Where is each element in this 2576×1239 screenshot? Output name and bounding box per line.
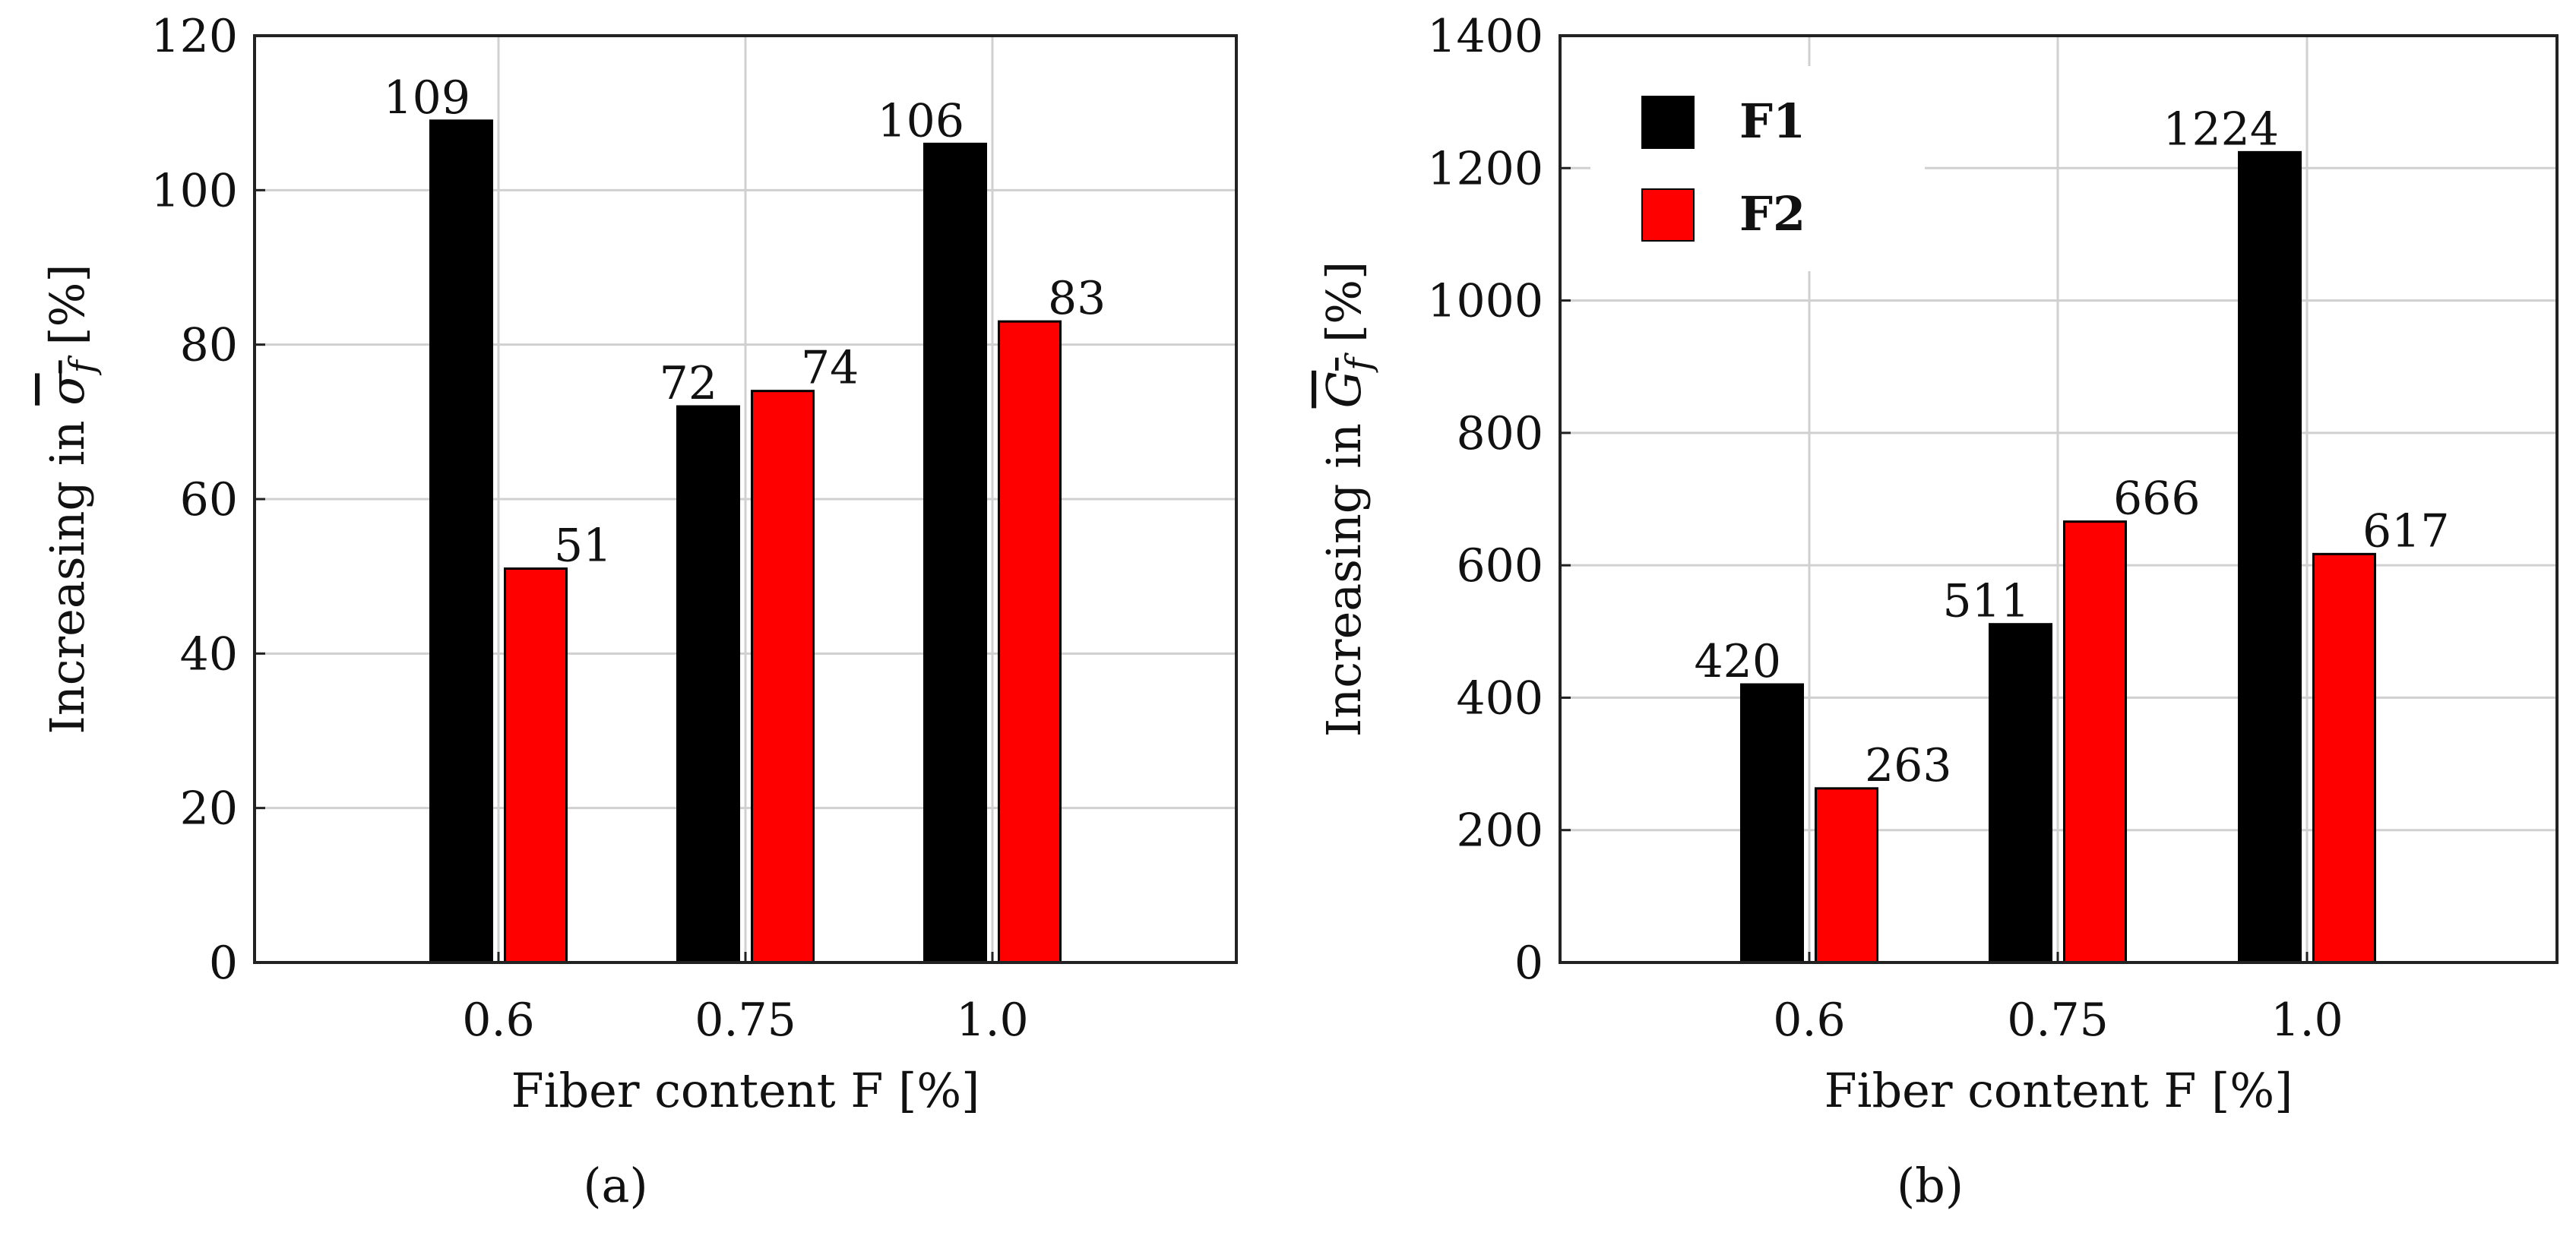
panel-a-y-tick-label: 0	[209, 937, 238, 990]
panel-a-bar-f1	[429, 119, 493, 964]
panel-a-data-label-f1: 72	[660, 357, 717, 410]
panel-b-bar-f1	[1989, 623, 2052, 964]
panel-b-data-label-f1: 420	[1694, 635, 1781, 688]
panel-b-legend-swatch-f2	[1641, 188, 1695, 242]
panel-b-y-tick-label: 0	[1514, 937, 1543, 990]
panel-b-data-label-f2: 666	[2113, 473, 2201, 526]
panel-b-bar-f2	[2312, 552, 2376, 964]
panel-b-y-tick-label: 400	[1456, 672, 1543, 725]
panel-a-y-tick-label: 100	[150, 164, 238, 217]
panel-b-y-tick-label: 800	[1456, 407, 1543, 460]
panel-b-x-tick-label: 0.6	[1773, 994, 1845, 1047]
panel-b-y-tick-label: 600	[1456, 539, 1543, 593]
panel-b-y-tick-label: 1400	[1427, 10, 1543, 63]
panel-b-data-label-f2: 263	[1865, 739, 1952, 792]
panel-a-y-tick-label: 60	[180, 473, 238, 526]
panel-a-y-tick-label: 20	[180, 782, 238, 836]
panel-b-x-tick-label: 0.75	[2007, 994, 2109, 1047]
panel-b-chart: 420 511 1224 263 666 617 0 200 400 600 800 1000 1200…	[1316, 10, 2559, 1213]
panel-b-bar-f2	[2063, 520, 2127, 964]
panel-a-y-tick-label: 40	[180, 627, 238, 681]
panel-b-panel-label: (b)	[1897, 1158, 1964, 1213]
panel-a-chart: 109 72 106 51 74 83 0 20 40 60 80 100 120 0.6 0.75 1.0 F…	[40, 10, 1238, 1213]
panel-a-y-tick-label: 80	[180, 319, 238, 372]
panel-a-bar-f1	[923, 142, 987, 964]
panel-b-y-axis-label: Increasing in Gf [%]	[1316, 261, 1379, 737]
panel-b-data-label-f2: 617	[2362, 504, 2450, 558]
panel-a-bar-f2	[751, 390, 815, 964]
panel-a-x-tick-label: 1.0	[956, 994, 1028, 1047]
panel-a-x-tick-label: 0.6	[462, 994, 534, 1047]
panel-b-y-tick-label: 1000	[1427, 275, 1543, 328]
panel-a-panel-label: (a)	[583, 1158, 647, 1213]
panel-a-x-tick-label: 0.75	[695, 994, 796, 1047]
panel-a-y-axis-label: Increasing in σf [%]	[40, 264, 103, 734]
panel-b-y-tick-label: 1200	[1427, 142, 1543, 195]
panel-b-legend: F1 F2	[1590, 66, 1925, 271]
panel-a-y-tick-label: 120	[150, 10, 238, 63]
panel-a-bar-f1	[676, 405, 740, 964]
panel-b-bar-f2	[1815, 787, 1878, 964]
panel-b-y-tick-label: 200	[1456, 804, 1543, 858]
panel-b-bar-f1	[1740, 683, 1804, 964]
panel-a-x-axis-label: Fiber content F [%]	[511, 1063, 980, 1118]
panel-b-data-label-f1: 1224	[2163, 103, 2279, 156]
panel-b-legend-label-f2: F2	[1739, 186, 1805, 242]
panel-a-data-label-f1: 109	[383, 71, 470, 125]
panel-b-legend-swatch-f1	[1641, 96, 1695, 149]
panel-b-x-axis-label: Fiber content F [%]	[1824, 1063, 2293, 1118]
panel-a-bar-f2	[998, 320, 1062, 964]
panel-a-data-label-f1: 106	[877, 94, 964, 147]
panel-a-bar-f2	[504, 567, 568, 964]
panel-a-data-label-f2: 51	[554, 520, 612, 573]
panel-a-data-label-f2: 83	[1048, 272, 1106, 325]
panel-b-bar-f1	[2238, 150, 2302, 964]
panel-a-data-label-f2: 74	[801, 342, 859, 395]
panel-b-x-tick-label: 1.0	[2271, 994, 2343, 1047]
panel-b-legend-label-f1: F1	[1739, 93, 1805, 149]
panel-b-data-label-f1: 511	[1942, 575, 2030, 628]
